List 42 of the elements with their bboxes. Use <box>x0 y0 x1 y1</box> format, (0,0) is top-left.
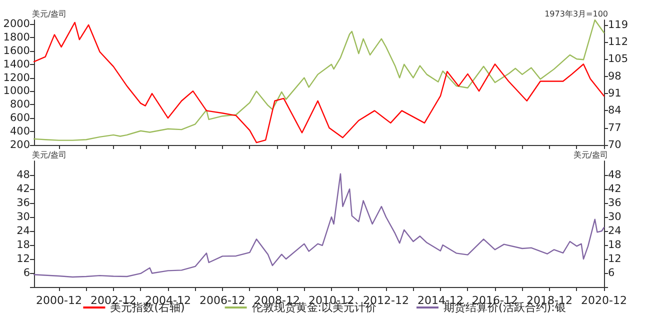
y2-tick-label: 105 <box>608 53 628 66</box>
y-tick-label: 2000 <box>3 18 30 30</box>
y2-tick-label: 42 <box>608 183 622 195</box>
y-tick-label: 24 <box>16 225 30 237</box>
y2-axis-title: 美元/盎司 <box>573 150 608 160</box>
y-tick-label: 1800 <box>3 31 30 44</box>
y2-tick-label: 30 <box>608 211 622 223</box>
y2-tick-label: 84 <box>608 104 622 117</box>
x-tick-label: 2006-12 <box>199 294 246 307</box>
y-tick-label: 1600 <box>3 44 30 57</box>
y-axis-title: 美元/盎司 <box>32 10 67 18</box>
y2-tick-label: 112 <box>608 36 628 48</box>
y2-tick-label: 36 <box>608 197 622 209</box>
y-tick-label: 6 <box>23 267 30 279</box>
y2-tick-label: 6 <box>608 267 615 279</box>
x-tick-label: 2000-12 <box>36 294 82 307</box>
y-tick-label: 18 <box>16 239 30 251</box>
y-tick-label: 42 <box>16 183 30 195</box>
y2-axis-title: 1973年3月=100 <box>544 10 608 18</box>
y-tick-label: 600 <box>10 112 30 124</box>
y-axis-title: 美元/盎司 <box>32 150 67 160</box>
y-tick-label: 1000 <box>3 85 30 98</box>
y-tick-label: 400 <box>10 126 30 138</box>
y2-tick-label: 98 <box>608 70 622 82</box>
y-tick-label: 12 <box>16 253 30 265</box>
y2-tick-label: 48 <box>608 169 622 181</box>
y2-tick-label: 12 <box>608 253 622 265</box>
y-tick-label: 800 <box>10 98 30 111</box>
y2-tick-label: 91 <box>608 88 622 100</box>
y2-tick-label: 70 <box>608 139 622 151</box>
y-tick-label: 48 <box>16 169 30 181</box>
x-tick-label: 2020-12 <box>581 294 627 307</box>
y2-tick-label: 18 <box>608 239 622 251</box>
y2-tick-label: 119 <box>608 18 628 31</box>
y-tick-label: 30 <box>16 211 30 223</box>
y-tick-label: 200 <box>10 139 30 151</box>
y-tick-label: 1200 <box>3 72 30 84</box>
y2-tick-label: 77 <box>608 122 622 134</box>
y-tick-label: 36 <box>16 197 30 209</box>
line-series <box>33 173 605 278</box>
y-tick-label: 1400 <box>3 58 30 70</box>
y2-tick-label: 24 <box>608 225 622 237</box>
